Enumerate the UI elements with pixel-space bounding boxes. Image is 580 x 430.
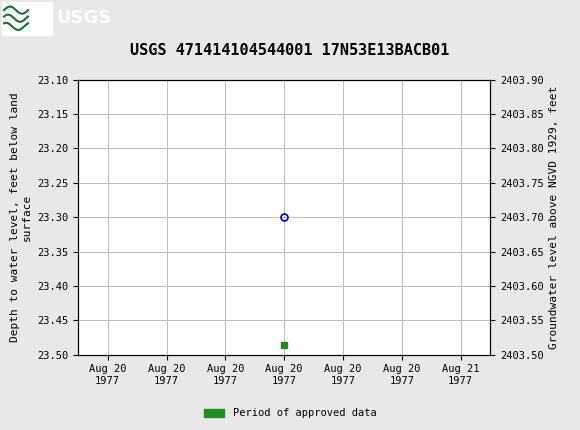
Y-axis label: Depth to water level, feet below land
surface: Depth to water level, feet below land su…: [10, 92, 32, 342]
Legend: Period of approved data: Period of approved data: [200, 404, 380, 423]
Text: USGS 471414104544001 17N53E13BACB01: USGS 471414104544001 17N53E13BACB01: [130, 43, 450, 58]
Bar: [2, 2, 52, 34]
Y-axis label: Groundwater level above NGVD 1929, feet: Groundwater level above NGVD 1929, feet: [549, 86, 559, 349]
Text: USGS: USGS: [56, 9, 111, 27]
